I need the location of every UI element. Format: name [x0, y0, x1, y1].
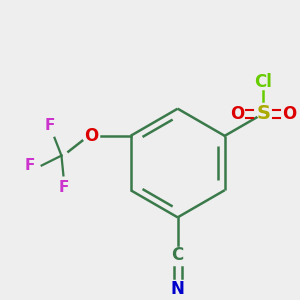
Text: C: C	[172, 246, 184, 264]
Text: Cl: Cl	[254, 73, 272, 91]
Text: F: F	[58, 180, 69, 195]
Text: N: N	[171, 280, 184, 298]
Text: S: S	[256, 104, 270, 123]
Text: F: F	[44, 118, 55, 134]
Text: F: F	[25, 158, 35, 173]
Text: O: O	[84, 127, 98, 145]
Text: O: O	[230, 105, 245, 123]
Text: O: O	[282, 105, 296, 123]
